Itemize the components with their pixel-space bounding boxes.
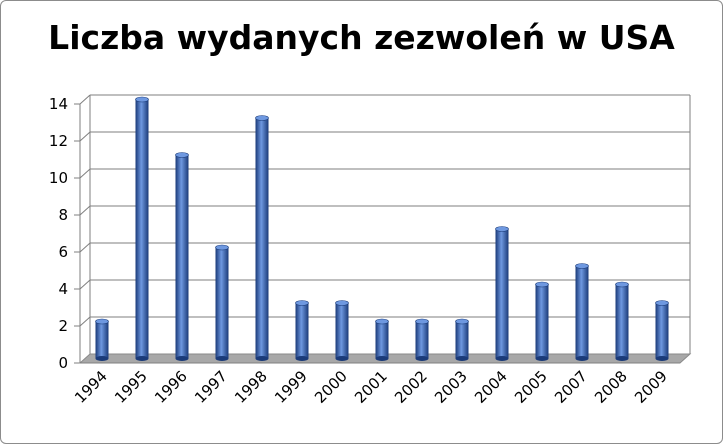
bar-2008 [615, 281, 629, 361]
bar-1995 [135, 96, 149, 361]
tick-label-x: 2003 [431, 367, 471, 407]
grid-side-4 [79, 279, 91, 290]
bar-body [255, 118, 269, 359]
tick-label-x: 1994 [71, 367, 111, 407]
tick-label-x: 2005 [511, 367, 551, 407]
bar-1997 [215, 244, 229, 361]
bar-top [455, 318, 469, 325]
bar-base [255, 356, 269, 361]
tick-label-x: 2002 [391, 367, 431, 407]
bar-body [455, 321, 469, 359]
tick-label-x: 1996 [151, 367, 191, 407]
tick-label-x: 2009 [631, 367, 671, 407]
bar-2001 [375, 318, 389, 361]
bar-top [415, 318, 429, 325]
bar-body [135, 99, 149, 359]
bar-top [615, 281, 629, 288]
bar-top [95, 318, 109, 325]
tick-label-y: 6 [58, 243, 68, 261]
bar-1994 [95, 318, 109, 361]
bar-base [215, 356, 229, 361]
bar-base [575, 356, 589, 361]
bar-base [455, 356, 469, 361]
bar-base [375, 356, 389, 361]
bar-body [95, 321, 109, 359]
tick-label-x: 2008 [591, 367, 631, 407]
bar-body [215, 247, 229, 359]
bar-top [375, 318, 389, 325]
bar-top [255, 115, 269, 121]
bar-2003 [455, 318, 469, 361]
grid-side-6 [79, 242, 91, 253]
tick-label-y: 0 [58, 354, 68, 372]
grid-side-12 [79, 131, 91, 142]
bar-base [655, 356, 669, 361]
tick-label-x: 1998 [231, 367, 271, 407]
bar-body [495, 229, 509, 359]
bar-2009 [655, 300, 669, 361]
bar-2005 [535, 281, 549, 361]
grid-side-8 [79, 205, 91, 216]
bar-top [655, 300, 669, 306]
tick-label-x: 1997 [191, 367, 231, 407]
tick-label-y: 4 [58, 280, 68, 298]
bar-top [575, 263, 589, 269]
bar-1996 [175, 152, 189, 361]
tick-label-y: 2 [58, 317, 68, 335]
bar-base [495, 356, 509, 361]
bar-top [135, 96, 149, 103]
bar-base [295, 356, 309, 361]
bar-2002 [415, 318, 429, 361]
bar-body [335, 303, 349, 359]
bar-base [415, 356, 429, 361]
bar-2004 [495, 226, 509, 361]
bar-1998 [255, 115, 269, 361]
bar-2007 [575, 263, 589, 361]
bar-base [95, 356, 109, 361]
bar-1999 [295, 300, 309, 361]
tick-label-y: 10 [49, 169, 68, 187]
tick-label-y: 14 [49, 95, 68, 113]
tick-label-y: 12 [49, 132, 68, 150]
bar-body [175, 155, 189, 359]
bar-body [295, 303, 309, 359]
tick-label-x: 1995 [111, 367, 151, 407]
bar-top [535, 281, 549, 288]
bar-top [495, 226, 509, 232]
tick-label-x: 2001 [351, 367, 391, 407]
bar-body [615, 284, 629, 359]
tick-label-x: 2000 [311, 367, 351, 407]
bar-base [175, 356, 189, 361]
axis-layer [74, 95, 691, 364]
bar-top [175, 152, 189, 158]
bar-body [415, 321, 429, 359]
bar-base [135, 356, 149, 361]
bar-top [295, 300, 309, 306]
bar-body [535, 284, 549, 359]
tick-label-x: 2007 [551, 367, 591, 407]
grid-side-2 [79, 316, 91, 327]
bar-body [655, 303, 669, 359]
tick-label-x: 1999 [271, 367, 311, 407]
bar-body [375, 321, 389, 359]
chart-title: Liczba wydanych zezwoleń w USA [48, 18, 675, 57]
bar-base [535, 356, 549, 361]
grid-side-14 [79, 94, 91, 105]
grid-layer [79, 94, 690, 327]
bar-top [215, 244, 229, 251]
tick-label-y: 8 [58, 206, 68, 224]
tick-label-x: 2004 [471, 367, 511, 407]
bar-base [615, 356, 629, 361]
bar-2000 [335, 300, 349, 361]
bar-base [335, 356, 349, 361]
bar-body [575, 266, 589, 359]
grid-side-10 [79, 168, 91, 179]
bar-top [335, 300, 349, 306]
bar-layer [95, 96, 669, 361]
